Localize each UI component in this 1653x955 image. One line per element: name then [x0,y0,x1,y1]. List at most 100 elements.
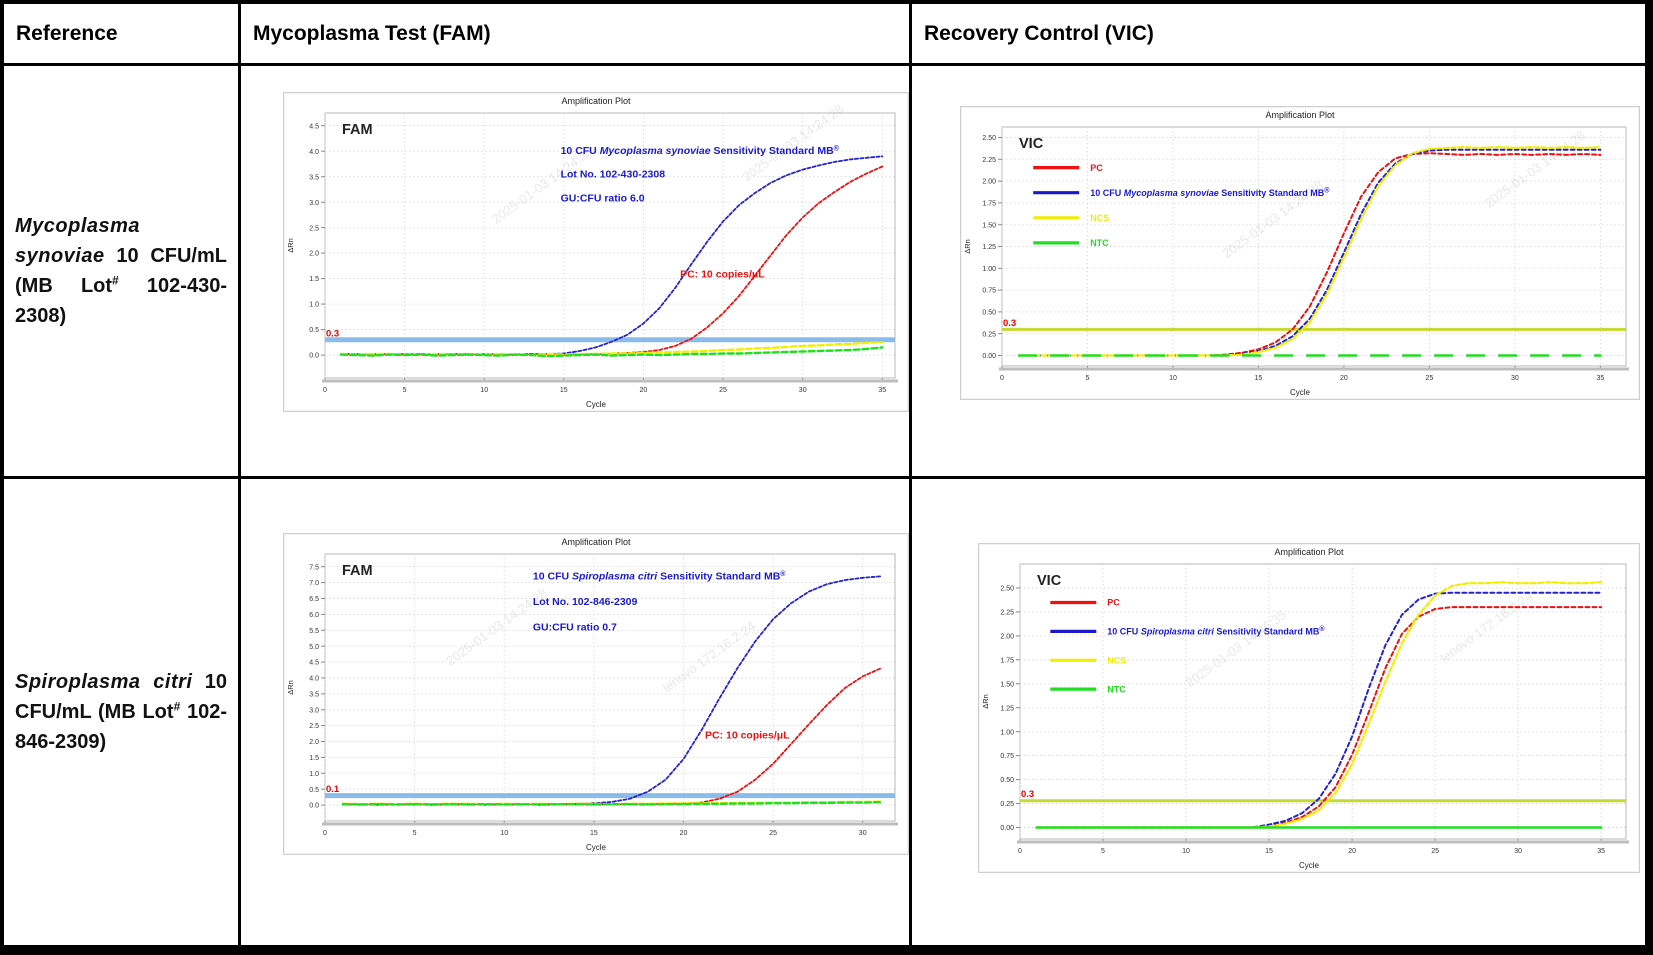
svg-text:VIC: VIC [1037,573,1062,589]
svg-text:0.75: 0.75 [982,288,996,295]
svg-text:15: 15 [590,830,598,837]
svg-text:4.5: 4.5 [309,123,319,130]
svg-text:35: 35 [1597,848,1605,855]
svg-text:Cycle: Cycle [1290,388,1311,397]
header-fam-label: Mycoplasma Test (FAM) [253,21,491,45]
amplification-plot-vic-mycoplasma-synoviae: 0 5 10 15 20 25 30 35 0.00 0.25 0.50 0.75 1.00 1.25 1.… [959,105,1645,405]
svg-text:5.0: 5.0 [309,644,319,651]
svg-text:20: 20 [1340,375,1348,382]
svg-text:5.5: 5.5 [309,628,319,635]
svg-text:1.25: 1.25 [982,244,996,251]
svg-text:10: 10 [1182,848,1190,855]
svg-text:Cycle: Cycle [1299,861,1320,870]
svg-text:0.3: 0.3 [1021,789,1034,800]
svg-text:0.3: 0.3 [1003,318,1016,329]
svg-text:1.75: 1.75 [982,201,996,208]
svg-text:VIC: VIC [1019,136,1044,152]
svg-text:Lot No. 102-430-2308: Lot No. 102-430-2308 [561,169,666,181]
amplification-plot-fam-spiroplasma-citri: 0 5 10 15 20 25 30 0.0 0.5 1.0 1.5 2.0 2.5 3.0 3.5 4.0 4… [282,532,909,860]
svg-text:10 CFU Mycoplasma synoviae Sen: 10 CFU Mycoplasma synoviae Sensitivity S… [1090,186,1330,198]
svg-text:15: 15 [1265,848,1273,855]
header-cell-recovery-control-vic: Recovery Control (VIC) [912,4,1645,66]
svg-text:0.3: 0.3 [326,328,339,339]
svg-text:5: 5 [1101,848,1105,855]
svg-text:3.5: 3.5 [309,174,319,181]
svg-text:ΔRn: ΔRn [963,239,972,254]
svg-text:5: 5 [1086,375,1090,382]
svg-text:2.5: 2.5 [309,225,319,232]
svg-text:2.00: 2.00 [1000,634,1014,641]
svg-text:20: 20 [1348,848,1356,855]
svg-text:Amplification Plot: Amplification Plot [1265,110,1335,120]
svg-text:1.5: 1.5 [309,276,319,283]
svg-text:15: 15 [1255,375,1263,382]
svg-text:0: 0 [1018,848,1022,855]
svg-text:3.5: 3.5 [309,692,319,699]
svg-text:Amplification Plot: Amplification Plot [561,537,631,547]
svg-text:35: 35 [1597,375,1605,382]
svg-text:2.0: 2.0 [309,739,319,746]
svg-text:Amplification Plot: Amplification Plot [1274,547,1344,557]
svg-text:10: 10 [1169,375,1177,382]
svg-text:2.25: 2.25 [982,157,996,164]
svg-text:25: 25 [719,387,727,394]
svg-text:10 CFU Mycoplasma synoviae Sen: 10 CFU Mycoplasma synoviae Sensitivity S… [561,144,840,157]
svg-text:3.0: 3.0 [309,200,319,207]
svg-text:ΔRn: ΔRn [981,694,990,709]
amplification-plot-fam-mycoplasma-synoviae: 0 5 10 15 20 25 30 35 0.0 0.5 1.0 1.5 2.0 2.5 3.0 3.5 4.… [282,91,909,417]
svg-text:0.0: 0.0 [309,353,319,360]
svg-text:FAM: FAM [342,563,373,579]
svg-text:30: 30 [799,387,807,394]
svg-text:0.50: 0.50 [1000,777,1014,784]
svg-text:35: 35 [878,387,886,394]
svg-text:0.75: 0.75 [1000,753,1014,760]
svg-text:4.0: 4.0 [309,676,319,683]
svg-text:2.25: 2.25 [1000,610,1014,617]
svg-text:NTC: NTC [1107,684,1126,694]
svg-text:10: 10 [500,830,508,837]
svg-text:25: 25 [1426,375,1434,382]
svg-text:7.0: 7.0 [309,580,319,587]
vic-chart-cell-row1: 0 5 10 15 20 25 30 35 0.00 0.25 0.50 0.75 1.00 1.25 1.… [912,66,1645,479]
amplification-plot-vic-spiroplasma-citri: 0 5 10 15 20 25 30 35 0.00 0.25 0.50 0.75 1.00 1.25 1.… [977,542,1645,878]
header-reference-label: Reference [16,21,118,45]
svg-text:6.5: 6.5 [309,596,319,603]
svg-text:GU:CFU ratio 0.7: GU:CFU ratio 0.7 [533,621,617,633]
svg-text:0.1: 0.1 [326,784,340,795]
fam-chart-cell-row2: 0 5 10 15 20 25 30 0.0 0.5 1.0 1.5 2.0 2.5 3.0 3.5 4.0 4… [241,479,912,945]
svg-text:5: 5 [403,387,407,394]
svg-text:4.5: 4.5 [309,660,319,667]
svg-text:Cycle: Cycle [586,400,607,409]
svg-text:PC: 10 copies/μL: PC: 10 copies/μL [705,729,790,741]
svg-text:2.50: 2.50 [1000,586,1014,593]
svg-text:0.25: 0.25 [1000,801,1014,808]
svg-text:1.75: 1.75 [1000,657,1014,664]
svg-text:0: 0 [323,830,327,837]
svg-text:0.5: 0.5 [309,787,319,794]
results-table: Reference Mycoplasma Test (FAM) Recovery… [4,4,1649,951]
reference-cell-spiroplasma-citri: Spiroplasma citri 10 CFU/mL (MB Lot# 102… [4,479,241,945]
svg-text:Amplification Plot: Amplification Plot [561,96,631,106]
svg-text:1.0: 1.0 [309,302,319,309]
svg-text:Cycle: Cycle [586,843,607,852]
svg-text:6.0: 6.0 [309,612,319,619]
svg-text:0.00: 0.00 [982,353,996,360]
header-cell-mycoplasma-test-fam: Mycoplasma Test (FAM) [241,4,912,66]
svg-text:3.0: 3.0 [309,707,319,714]
svg-text:2.00: 2.00 [982,179,996,186]
svg-text:25: 25 [769,830,777,837]
svg-text:1.50: 1.50 [1000,681,1014,688]
reference-cell-mycoplasma-synoviae: Mycoplasma synoviae 10 CFU/mL (MB Lot# 1… [4,66,241,479]
svg-text:10 CFU Spiroplasma citri Sensi: 10 CFU Spiroplasma citri Sensitivity Sta… [1107,625,1325,637]
svg-text:25: 25 [1431,848,1439,855]
svg-text:30: 30 [859,830,867,837]
svg-text:30: 30 [1511,375,1519,382]
svg-text:20: 20 [640,387,648,394]
svg-text:1.00: 1.00 [982,266,996,273]
svg-text:2.0: 2.0 [309,251,319,258]
svg-text:0.50: 0.50 [982,310,996,317]
svg-text:PC: PC [1090,163,1103,173]
vic-chart-cell-row2: 0 5 10 15 20 25 30 35 0.00 0.25 0.50 0.75 1.00 1.25 1.… [912,479,1645,945]
svg-text:ΔRn: ΔRn [286,680,295,695]
